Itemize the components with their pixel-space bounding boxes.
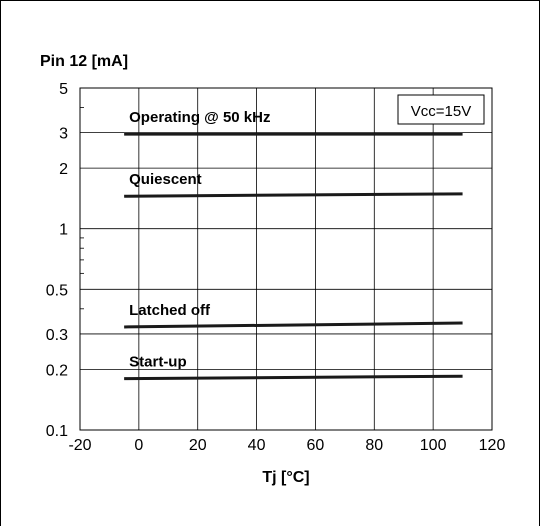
series-label: Start-up	[129, 354, 187, 371]
y-tick-label: 5	[59, 81, 68, 98]
y-tick-label: 2	[59, 161, 68, 178]
x-tick-label: 120	[479, 437, 506, 454]
series-lines	[124, 132, 463, 381]
series-line	[124, 192, 463, 198]
series-line	[124, 321, 463, 329]
series-labels: Operating @ 50 kHz Quiescent Latched off St…	[129, 109, 270, 370]
plot-area	[79, 87, 493, 431]
x-tick-label: 20	[189, 437, 207, 454]
series-line	[124, 374, 463, 381]
x-tick-labels: -20 0 20 40 60 80 100 120	[68, 437, 505, 454]
x-tick-label: -20	[68, 437, 91, 454]
y-tick-label: 1	[59, 222, 68, 239]
x-tick-label: 0	[134, 437, 143, 454]
x-tick-label: 100	[420, 437, 447, 454]
series-label: Quiescent	[129, 171, 202, 188]
x-tick-label: 80	[365, 437, 383, 454]
y-tick-labels: 0.1 0.2 0.3 0.5 1 2 3 5	[46, 81, 68, 440]
x-tick-label: 40	[248, 437, 266, 454]
y-tick-label: 0.1	[46, 423, 68, 440]
annotation-box	[397, 94, 485, 125]
minor-ticks	[80, 107, 84, 310]
x-axis-title: Tj [°C]	[262, 469, 309, 486]
y-tick-label: 0.5	[46, 282, 68, 299]
annotation-text: Vcc=15V	[411, 103, 471, 120]
y-tick-label: 3	[59, 126, 68, 143]
x-tick-label: 60	[307, 437, 325, 454]
y-tick-label: 0.2	[46, 362, 68, 379]
series-label: Operating @ 50 kHz	[129, 109, 270, 126]
y-tick-label: 0.3	[46, 327, 68, 344]
vcc-annotation: Vcc=15V	[397, 94, 485, 125]
series-label: Latched off	[129, 302, 211, 319]
y-axis-title: Pin 12 [mA]	[40, 53, 128, 70]
